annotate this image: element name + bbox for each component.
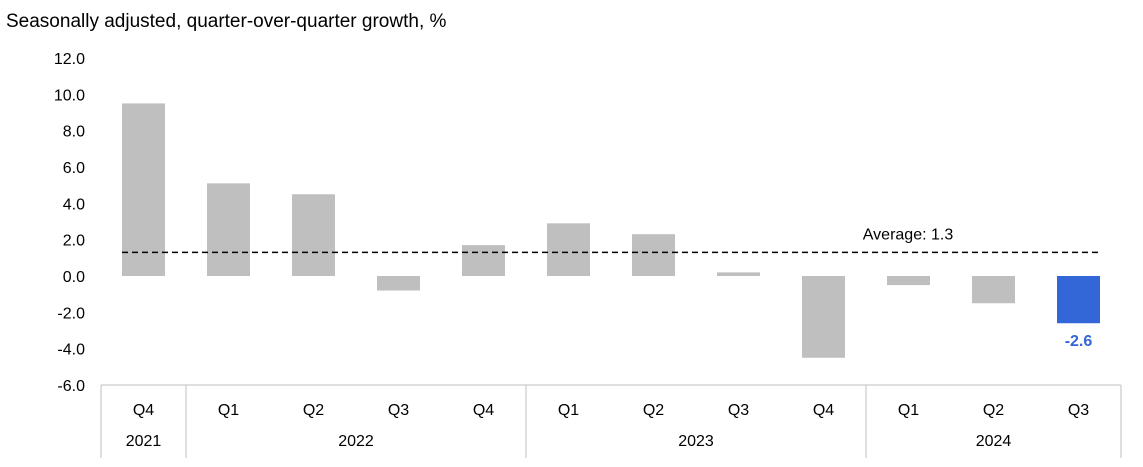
bar [547, 223, 590, 276]
x-axis: Q4 Q1 Q2 Q3 Q4 Q1 Q2 Q3 Q4 Q1 Q2 Q3 2021 2022 2023 2024 [100, 384, 1122, 458]
year-label: 2024 [976, 433, 1012, 450]
bar [887, 276, 930, 286]
bar [292, 194, 335, 276]
average-line-group: Average: 1.3 [122, 226, 1100, 254]
bar [717, 272, 760, 276]
bar [377, 276, 420, 291]
year-label: 2021 [126, 433, 162, 450]
y-tick-label: 0.0 [63, 269, 85, 286]
y-tick-label: -2.0 [57, 305, 85, 322]
bar [207, 183, 250, 276]
average-label: Average: 1.3 [863, 226, 954, 243]
bar [972, 276, 1015, 304]
bars: -2.6 [122, 103, 1100, 358]
bar-highlight [1057, 276, 1100, 324]
y-axis: 12.0 10.0 8.0 6.0 4.0 2.0 0.0 -2.0 -4.0 -6.0 [54, 51, 85, 395]
bar [122, 103, 165, 277]
x-tick-label: Q2 [983, 402, 1004, 419]
chart-subtitle: Seasonally adjusted, quarter-over-quarte… [6, 11, 447, 32]
x-tick-label: Q2 [643, 402, 664, 419]
highlight-data-label: -2.6 [1065, 333, 1093, 350]
year-label: 2023 [678, 433, 714, 450]
y-tick-label: -4.0 [57, 342, 85, 359]
year-label: 2022 [338, 433, 374, 450]
x-tick-label: Q3 [728, 402, 749, 419]
bar [632, 234, 675, 276]
x-tick-label: Q1 [218, 402, 239, 419]
x-tick-label: Q4 [473, 402, 494, 419]
bar [462, 245, 505, 276]
x-tick-label: Q2 [303, 402, 324, 419]
x-tick-label: Q3 [388, 402, 409, 419]
x-tick-label: Q4 [813, 402, 834, 419]
y-tick-label: 2.0 [63, 233, 85, 250]
x-tick-label: Q1 [558, 402, 579, 419]
y-tick-label: 10.0 [54, 87, 85, 104]
y-tick-label: 4.0 [63, 196, 85, 213]
y-tick-label: 12.0 [54, 51, 85, 68]
y-tick-label: 8.0 [63, 124, 85, 141]
x-tick-label: Q3 [1068, 402, 1089, 419]
bar [802, 276, 845, 358]
y-tick-label: 6.0 [63, 160, 85, 177]
y-tick-label: -6.0 [57, 378, 85, 395]
x-tick-label: Q1 [898, 402, 919, 419]
x-tick-label: Q4 [133, 402, 154, 419]
